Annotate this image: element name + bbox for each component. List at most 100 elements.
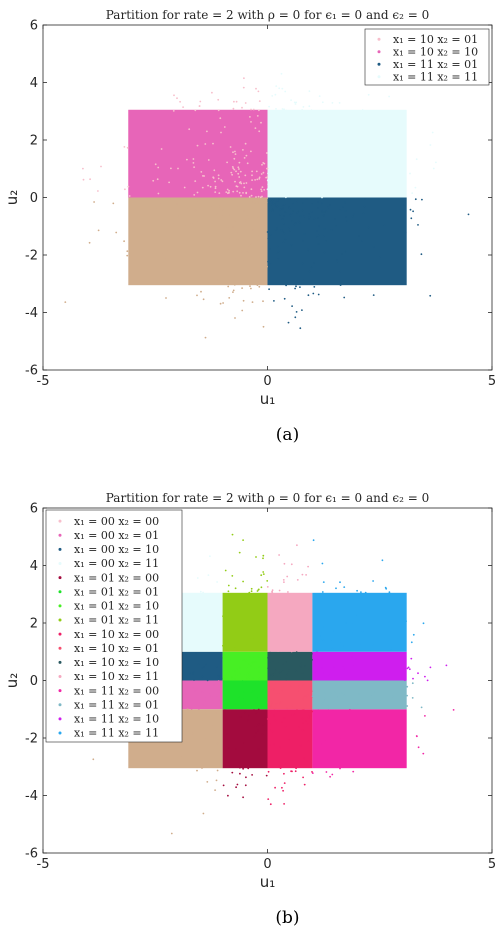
legend-marker	[58, 576, 62, 580]
scatter-point	[277, 650, 279, 652]
scatter-point	[344, 210, 347, 212]
scatter-point	[201, 233, 204, 236]
scatter-point	[204, 710, 207, 713]
scatter-point	[332, 617, 335, 620]
x-tick-label: -5	[37, 374, 50, 389]
scatter-point	[291, 704, 294, 707]
scatter-point	[270, 203, 273, 206]
scatter-point	[296, 200, 299, 203]
scatter-point	[222, 198, 225, 201]
scatter-point	[340, 737, 343, 740]
scatter-point	[221, 208, 224, 211]
scatter-point	[274, 630, 277, 633]
scatter-point	[318, 225, 320, 228]
scatter-point	[288, 134, 291, 137]
scatter-point	[268, 191, 270, 194]
scatter-point	[242, 702, 245, 705]
scatter-point	[258, 680, 261, 683]
scatter-point	[417, 746, 420, 749]
scatter-point	[292, 183, 295, 185]
scatter-point	[244, 674, 247, 676]
scatter-point	[343, 586, 346, 588]
scatter-point	[184, 635, 187, 638]
scatter-point	[268, 729, 271, 732]
scatter-point	[301, 573, 304, 576]
scatter-point	[406, 667, 409, 670]
scatter-point	[257, 233, 260, 236]
scatter-point	[364, 198, 366, 201]
scatter-point	[82, 178, 85, 181]
scatter-point	[298, 177, 301, 180]
scatter-point	[196, 688, 199, 691]
scatter-point	[249, 116, 251, 118]
scatter-point	[344, 732, 347, 735]
scatter-point	[264, 223, 266, 225]
scatter-point	[297, 597, 300, 599]
y-axis-label: u₂	[3, 190, 21, 206]
scatter-point	[276, 165, 278, 168]
scatter-point	[289, 229, 292, 232]
scatter-point	[274, 719, 277, 722]
scatter-point	[351, 656, 353, 659]
scatter-point	[248, 648, 251, 651]
scatter-point	[317, 657, 320, 660]
scatter-point	[216, 769, 219, 772]
scatter-point	[321, 211, 324, 213]
scatter-point	[229, 214, 232, 217]
scatter-point	[203, 700, 206, 703]
scatter-point	[223, 126, 226, 128]
scatter-point	[234, 317, 236, 319]
scatter-point	[306, 194, 309, 197]
scatter-point	[302, 188, 305, 191]
scatter-point	[307, 692, 309, 695]
scatter-point	[258, 285, 261, 288]
scatter-point	[223, 682, 226, 685]
scatter-point	[276, 644, 278, 647]
scatter-point	[329, 673, 332, 675]
scatter-point	[292, 191, 295, 194]
scatter-point	[157, 166, 160, 169]
scatter-point	[235, 257, 238, 260]
scatter-point	[283, 164, 286, 166]
scatter-point	[244, 142, 247, 145]
scatter-point	[248, 196, 251, 198]
scatter-point	[236, 693, 239, 695]
scatter-core-4	[222, 709, 268, 769]
scatter-point	[318, 110, 321, 112]
scatter-point	[198, 199, 201, 202]
scatter-point	[217, 177, 220, 180]
x-tick-label: -5	[37, 857, 50, 872]
scatter-point	[350, 652, 353, 655]
scatter-point	[323, 626, 325, 628]
scatter-point	[277, 710, 280, 713]
scatter-point	[198, 707, 200, 710]
scatter-point	[214, 789, 217, 791]
scatter-point	[245, 201, 248, 204]
scatter-point	[298, 656, 301, 659]
scatter-point	[249, 627, 252, 630]
scatter-point	[372, 189, 375, 192]
scatter-point	[235, 206, 238, 208]
scatter-point	[182, 201, 185, 204]
scatter-point	[312, 191, 315, 194]
scatter-point	[170, 832, 173, 835]
scatter-point	[329, 597, 331, 600]
scatter-point	[285, 169, 287, 172]
scatter-point	[278, 149, 281, 151]
scatter-point	[276, 252, 279, 255]
scatter-point	[236, 668, 239, 670]
scatter-point	[202, 812, 205, 815]
scatter-point	[290, 652, 293, 655]
scatter-point	[248, 714, 251, 717]
scatter-point	[93, 201, 95, 203]
scatter-point	[298, 684, 300, 687]
scatter-point	[241, 287, 244, 289]
scatter-point	[226, 692, 229, 694]
scatter-point	[219, 705, 222, 708]
legend-entry: x₁ = 00 x₂ = 10	[74, 543, 159, 556]
scatter-point	[283, 297, 286, 300]
scatter-point	[331, 102, 334, 104]
scatter-point	[189, 672, 191, 675]
x-axis-label: u₁	[260, 873, 276, 891]
